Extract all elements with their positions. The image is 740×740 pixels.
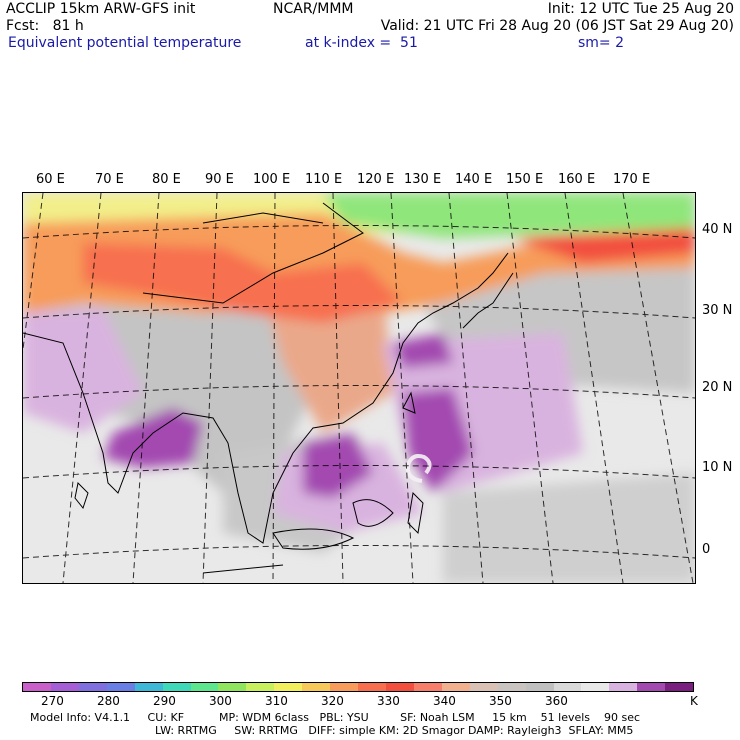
header-title: ACCLIP 15km ARW-GFS init bbox=[6, 1, 196, 17]
colorbar-tick-label: 330 bbox=[377, 694, 400, 708]
colorbar-swatch bbox=[469, 683, 498, 691]
colorbar-swatch bbox=[581, 683, 610, 691]
longitude-label: 90 E bbox=[205, 172, 234, 187]
header-forecast-hour: Fcst: 81 h bbox=[6, 18, 84, 34]
colorbar-tick-label: 310 bbox=[265, 694, 288, 708]
colorbar-swatch bbox=[330, 683, 359, 691]
latitude-label: 0 bbox=[702, 542, 711, 557]
longitude-label: 60 E bbox=[36, 172, 65, 187]
weather-map bbox=[22, 192, 696, 584]
colorbar-swatch bbox=[665, 683, 694, 691]
colorbar-swatch bbox=[553, 683, 582, 691]
colorbar-swatch bbox=[413, 683, 442, 691]
colorbar-tick-label: 300 bbox=[209, 694, 232, 708]
colorbar-tick-label: 340 bbox=[433, 694, 456, 708]
colorbar-swatch bbox=[497, 683, 526, 691]
header-valid-time: Valid: 21 UTC Fri 28 Aug 20 (06 JST Sat … bbox=[380, 18, 734, 34]
colorbar-swatch bbox=[134, 683, 163, 691]
longitude-label: 130 E bbox=[404, 172, 442, 187]
colorbar-swatch bbox=[246, 683, 275, 691]
longitude-label: 150 E bbox=[506, 172, 544, 187]
colorbar-swatch bbox=[78, 683, 107, 691]
longitude-label: 100 E bbox=[253, 172, 291, 187]
header-org: NCAR/MMM bbox=[273, 1, 354, 17]
colorbar-swatch bbox=[190, 683, 219, 691]
longitude-label: 140 E bbox=[455, 172, 493, 187]
colorbar-swatch bbox=[162, 683, 191, 691]
colorbar-swatch bbox=[358, 683, 386, 691]
colorbar-tick-label: 360 bbox=[545, 694, 568, 708]
colorbar-swatch bbox=[302, 683, 331, 691]
longitude-label: 120 E bbox=[357, 172, 395, 187]
longitude-label: 110 E bbox=[305, 172, 343, 187]
map-canvas bbox=[23, 193, 695, 583]
latitude-label: 20 N bbox=[702, 380, 733, 395]
colorbar-swatch bbox=[218, 683, 247, 691]
header-smoothing: sm= 2 bbox=[578, 35, 625, 51]
colorbar-tick-label: 270 bbox=[41, 694, 64, 708]
colorbar-swatch bbox=[441, 683, 470, 691]
latitude-label: 10 N bbox=[702, 460, 733, 475]
colorbar-tick-label: 290 bbox=[153, 694, 176, 708]
longitude-label: 160 E bbox=[558, 172, 596, 187]
colorbar-swatch bbox=[637, 683, 666, 691]
header-field-name: Equivalent potential temperature bbox=[8, 35, 242, 51]
colorbar-swatch bbox=[23, 683, 51, 691]
colorbar-unit: K bbox=[690, 694, 698, 708]
colorbar bbox=[22, 682, 694, 692]
colorbar-swatch bbox=[274, 683, 303, 691]
longitude-label: 170 E bbox=[613, 172, 651, 187]
latitude-label: 30 N bbox=[702, 303, 733, 318]
colorbar-swatch bbox=[525, 683, 554, 691]
colorbar-swatch bbox=[106, 683, 135, 691]
footer-model-info: Model Info: V4.1.1 CU: KF MP: WDM 6class… bbox=[30, 711, 641, 724]
longitude-label: 80 E bbox=[152, 172, 181, 187]
header-level: at k-index = 51 bbox=[305, 35, 418, 51]
latitude-label: 40 N bbox=[702, 222, 733, 237]
colorbar-swatch bbox=[50, 683, 79, 691]
footer-physics-info: LW: RRTMG SW: RRTMG DIFF: simple KM: 2D … bbox=[155, 724, 634, 737]
header-init-time: Init: 12 UTC Tue 25 Aug 20 bbox=[547, 1, 734, 17]
colorbar-tick-label: 320 bbox=[321, 694, 344, 708]
colorbar-tick-label: 280 bbox=[97, 694, 120, 708]
colorbar-swatch bbox=[609, 683, 638, 691]
colorbar-tick-label: 350 bbox=[489, 694, 512, 708]
longitude-label: 70 E bbox=[95, 172, 124, 187]
colorbar-swatch bbox=[385, 683, 414, 691]
